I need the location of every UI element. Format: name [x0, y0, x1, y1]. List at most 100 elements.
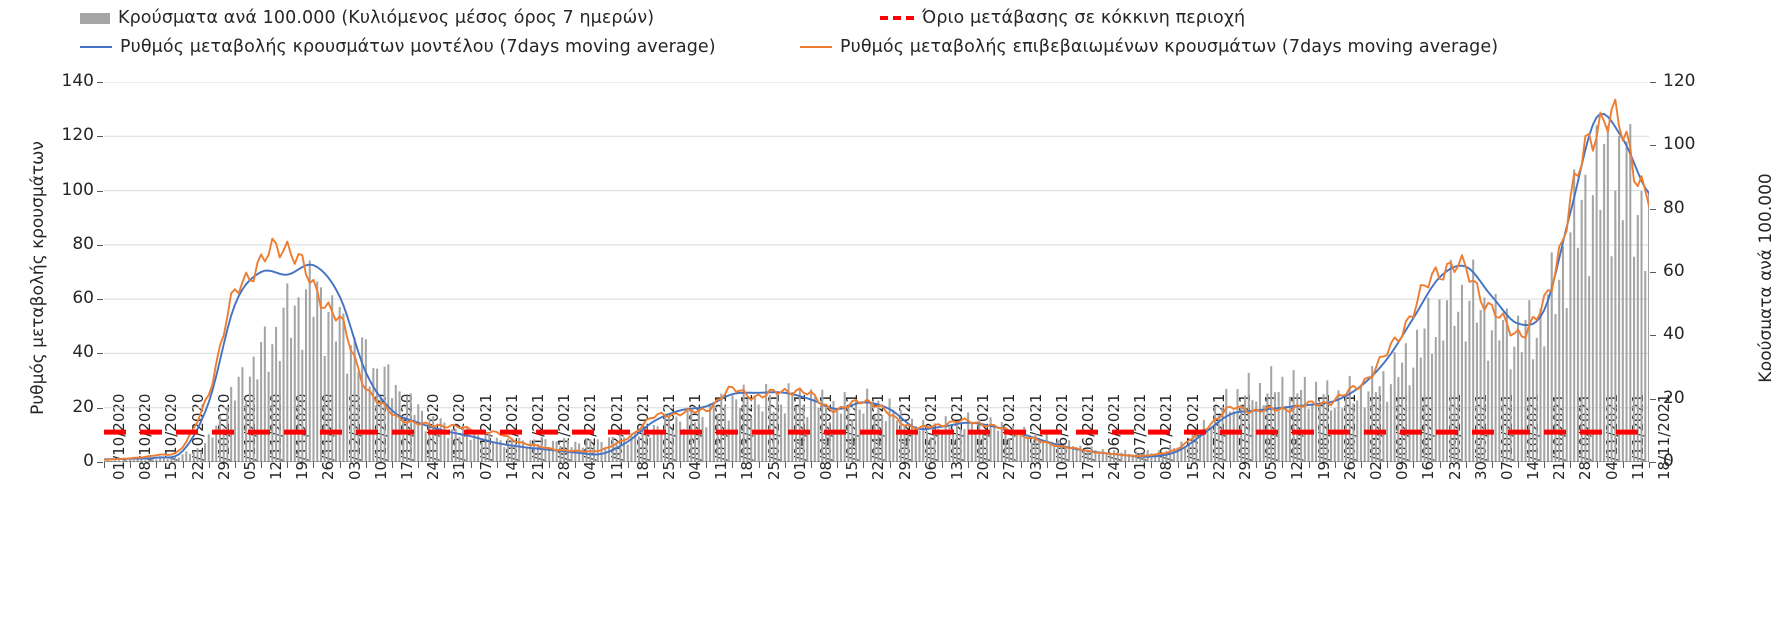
bar: [282, 307, 285, 462]
bar: [510, 437, 513, 462]
y-axis-right-title: Κρούσματα ανά 100.000: [1756, 173, 1771, 383]
bar: [1098, 451, 1101, 462]
bar: [1172, 448, 1175, 462]
y-axis-right-tick-label: 0: [1663, 451, 1674, 471]
bar: [1445, 300, 1449, 462]
bar: [297, 297, 300, 462]
y-axis-left-tick-mark: [97, 136, 103, 138]
bar: [308, 260, 311, 462]
bar: [727, 420, 730, 462]
bar: [660, 431, 663, 462]
bar: [361, 337, 364, 462]
bar: [918, 430, 921, 462]
bar: [1487, 360, 1490, 462]
x-axis-tick-mark: [496, 462, 498, 468]
bar: [1273, 392, 1276, 462]
x-axis-tick-mark: [1151, 462, 1153, 468]
bar: [881, 415, 884, 462]
plot-svg: [104, 82, 1649, 462]
bar: [1030, 442, 1033, 462]
bar: [1517, 315, 1520, 462]
bar: [1475, 322, 1478, 462]
y-axis-left-tick-label: 100: [61, 179, 94, 200]
bar: [1045, 432, 1048, 462]
bar: [630, 433, 633, 462]
bar: [836, 408, 839, 462]
x-axis-tick-mark: [1230, 462, 1232, 468]
legend-item-cases-per-100k[interactable]: Κρούσματα ανά 100.000 (Κυλιόμενος μέσος …: [80, 8, 654, 28]
bar: [1180, 441, 1183, 462]
bar: [1116, 452, 1119, 462]
bar: [1401, 362, 1404, 462]
bar: [1408, 385, 1411, 462]
bar: [772, 411, 775, 462]
bar: [626, 444, 629, 462]
bar: [357, 371, 360, 462]
bar: [177, 457, 180, 462]
bar: [1068, 440, 1071, 462]
legend-label-confirmed-rate: Ρυθμός μεταβολής επιβεβαιωμένων κρουσμάτ…: [840, 37, 1499, 57]
bar: [1139, 453, 1142, 462]
bar: [817, 407, 820, 462]
bar: [1573, 169, 1576, 462]
y-axis-left-tick-label: 60: [72, 288, 94, 309]
x-axis-tick-mark: [261, 462, 263, 468]
y-axis-left-tick-label: 120: [61, 125, 94, 146]
bar: [1472, 259, 1475, 462]
bar: [237, 376, 240, 462]
bar: [1090, 446, 1093, 462]
bar: [1423, 328, 1426, 462]
bar: [192, 451, 195, 462]
bar: [619, 433, 622, 462]
bar: [907, 433, 910, 462]
bar: [353, 337, 356, 462]
x-axis-tick-mark: [1387, 462, 1389, 468]
legend-item-threshold[interactable]: Όριο μετάβασης σε κόκκινη περιοχή: [880, 8, 1245, 28]
bar: [316, 281, 319, 462]
x-axis-tick-mark: [1072, 462, 1074, 468]
bar: [1210, 427, 1213, 462]
x-axis-tick-mark: [1177, 462, 1179, 468]
bar: [1397, 377, 1400, 462]
y-axis-right-tick-mark: [1650, 208, 1656, 210]
bar: [607, 437, 611, 462]
bar: [974, 429, 977, 462]
bar: [1187, 442, 1190, 462]
x-axis-tick-mark: [1125, 462, 1127, 468]
y-axis-right-tick-mark: [1650, 145, 1656, 147]
bar: [761, 411, 764, 462]
bar: [454, 428, 457, 462]
bar: [581, 447, 584, 462]
x-axis-tick-mark: [1596, 462, 1598, 468]
bar: [439, 418, 442, 462]
bar: [787, 383, 790, 462]
line-confirmed-rate: [104, 98, 1649, 461]
bar: [697, 407, 700, 462]
bar: [1296, 393, 1299, 462]
y-axis-right-tick-label: 20: [1663, 387, 1685, 408]
bar: [1457, 311, 1460, 462]
bar: [858, 409, 861, 462]
legend-item-model-rate[interactable]: Ρυθμός μεταβολής κρουσμάτων μοντέλου (7d…: [80, 37, 716, 57]
bar: [866, 388, 869, 462]
bar: [1176, 447, 1179, 462]
legend-item-confirmed-rate[interactable]: Ρυθμός μεταβολής επιβεβαιωμένων κρουσμάτ…: [800, 37, 1498, 57]
bar: [1247, 372, 1250, 462]
dashed-swatch-icon-red: [880, 16, 914, 20]
x-axis-tick-mark: [575, 462, 577, 468]
x-axis-tick-mark: [130, 462, 132, 468]
bar: [709, 403, 712, 462]
bar: [1520, 352, 1523, 462]
bar: [944, 416, 947, 462]
bar-swatch-icon: [80, 12, 110, 24]
bar: [465, 427, 468, 462]
bar: [222, 428, 225, 462]
bar: [873, 416, 876, 462]
bar: [824, 407, 828, 462]
bar: [1019, 434, 1022, 462]
bar: [925, 431, 929, 462]
bar: [218, 416, 221, 462]
bar: [1606, 125, 1609, 462]
bar: [1603, 144, 1606, 462]
